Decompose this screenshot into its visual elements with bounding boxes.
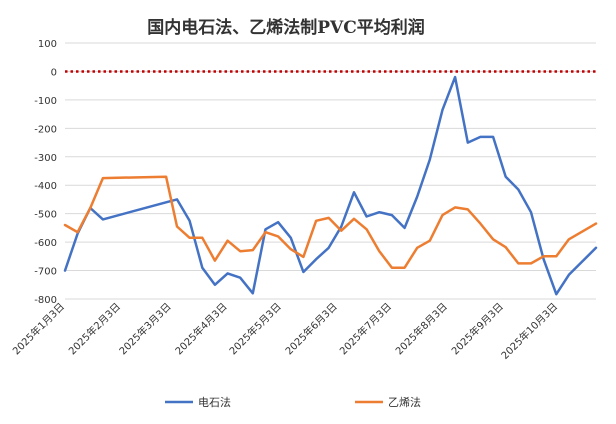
y-tick-label: -800 [34,295,57,306]
y-tick-label: 0 [51,67,57,78]
y-tick-label: 100 [38,39,57,50]
x-tick-label: 2025年7月3日 [337,300,394,357]
x-tick-label: 2025年10月3日 [498,300,560,362]
y-tick-label: -500 [34,210,57,221]
y-tick-label: -200 [34,124,57,135]
series-line-1 [63,75,598,296]
y-axis: 100 0 -100 -200 -300 -400 -500 -600 -700 -800 [34,39,57,306]
series-lines [63,75,598,296]
y-tick-label: -100 [34,96,57,107]
legend-label-2: 乙烯法 [388,395,421,409]
x-tick-label: 2025年9月3日 [449,300,506,357]
series-line-2 [63,175,598,269]
y-tick-label: -400 [34,181,57,192]
y-tick-label: -300 [34,153,57,164]
x-tick-label: 2025年1月3日 [10,300,67,357]
y-tick-label: -700 [34,267,57,278]
legend-label-1: 电石法 [198,395,231,409]
chart-title: 国内电石法、乙烯法制PVC平均利润 [147,17,425,38]
x-tick-label: 2025年8月3日 [393,300,450,357]
x-tick-label: 2025年6月3日 [282,300,339,357]
x-tick-label: 2025年2月3日 [66,300,123,357]
legend: 电石法 乙烯法 [165,395,421,409]
x-tick-label: 2025年4月3日 [172,300,229,357]
y-tick-label: -600 [34,238,57,249]
x-tick-label: 2025年5月3日 [226,300,283,357]
x-tick-label: 2025年3月3日 [116,300,173,357]
